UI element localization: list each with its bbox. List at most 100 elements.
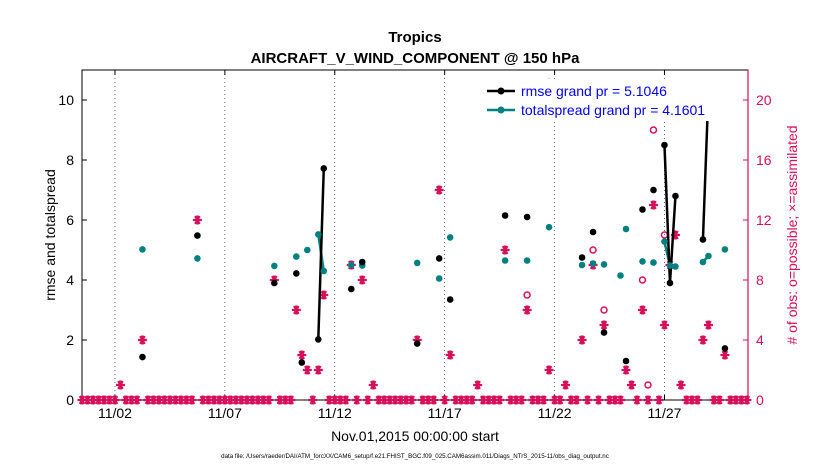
y-left-tick-label: 2 <box>66 332 74 348</box>
x-axis-label: Nov.01,2015 00:00:00 start <box>331 428 499 444</box>
obs-assimilated-marker <box>407 395 417 405</box>
obs-assimilated-marker <box>352 395 362 405</box>
obs-assimilated-marker <box>714 395 724 405</box>
obs-assimilated-marker <box>709 395 719 405</box>
obs-assimilated-marker <box>110 395 120 405</box>
rmse-point <box>358 258 366 266</box>
obs-assimilated-marker <box>720 350 730 360</box>
totalspread-point <box>672 263 679 270</box>
obs-possible-marker <box>644 381 652 389</box>
obs-assimilated-marker <box>627 380 637 390</box>
rmse-point <box>320 165 328 172</box>
obs-assimilated-marker <box>258 395 268 405</box>
rmse-point <box>523 213 531 221</box>
obs-assimilated-marker <box>154 395 164 405</box>
totalspread-point <box>435 275 443 282</box>
obs-assimilated-marker <box>434 185 444 195</box>
obs-assimilated-marker <box>698 335 708 345</box>
obs-assimilated-marker <box>302 365 312 375</box>
rmse-point <box>194 232 201 239</box>
y-right-tick-label: 16 <box>756 152 772 168</box>
obs-possible-marker <box>523 291 531 299</box>
obs-assimilated-marker <box>621 365 631 375</box>
obs-assimilated-marker <box>467 395 477 405</box>
rmse-point <box>435 255 443 262</box>
obs-assimilated-marker <box>330 395 340 405</box>
rmse-line <box>317 168 326 340</box>
obs-assimilated-marker <box>681 395 691 405</box>
obs-assimilated-marker <box>528 395 538 405</box>
obs-assimilated-marker <box>736 395 746 405</box>
y-right-tick-label: 12 <box>756 212 772 228</box>
y-axis-label-right: # of obs: o=possible; ×=assimilated <box>784 125 800 344</box>
obs-assimilated-marker <box>599 320 609 330</box>
totalspread-point <box>413 259 421 267</box>
obs-assimilated-marker <box>192 215 202 225</box>
obs-assimilated-marker <box>308 395 318 405</box>
obs-assimilated-marker <box>566 395 576 405</box>
legend: rmse grand pr = 5.1046 totalspread grand… <box>482 79 740 121</box>
data-marks <box>77 78 752 405</box>
obs-assimilated-marker <box>544 365 554 375</box>
totalspread-point <box>705 252 712 260</box>
obs-assimilated-marker <box>539 395 549 405</box>
totalspread-point <box>523 257 531 264</box>
obs-assimilated-marker <box>115 380 125 390</box>
obs-assimilated-marker <box>445 350 455 360</box>
rmse-point <box>666 279 674 287</box>
obs-assimilated-marker <box>742 395 752 405</box>
obs-assimilated-marker <box>368 380 378 390</box>
legend-marker-totalspread <box>497 106 505 114</box>
obs-assimilated-marker <box>363 395 373 405</box>
rmse-point <box>293 270 300 277</box>
totalspread-point <box>721 246 729 253</box>
y-left-tick-label: 8 <box>66 152 74 168</box>
y-left-tick-label: 4 <box>66 272 74 288</box>
obs-assimilated-marker <box>291 305 301 315</box>
obs-assimilated-marker <box>297 350 307 360</box>
y-right-tick-label: 4 <box>756 332 764 348</box>
y-right-tick-label: 20 <box>756 92 772 108</box>
y-left-tick-label: 10 <box>58 92 74 108</box>
obs-assimilated-marker <box>572 395 582 405</box>
obs-assimilated-marker <box>401 395 411 405</box>
obs-assimilated-marker <box>555 395 565 405</box>
rmse-point <box>661 141 668 149</box>
obs-assimilated-marker <box>203 395 213 405</box>
x-tick-label: 11/22 <box>538 405 572 421</box>
rmse-point <box>501 212 509 219</box>
x-tick-label: 11/17 <box>428 405 462 421</box>
obs-possible-marker <box>589 246 597 254</box>
obs-assimilated-marker <box>703 320 713 330</box>
rmse-point <box>589 228 597 236</box>
rmse-point <box>650 186 657 194</box>
totalspread-point <box>661 238 668 245</box>
legend-label-rmse: rmse grand pr = 5.1046 <box>521 83 667 99</box>
chart-title: Tropics <box>388 29 441 46</box>
obs-assimilated-marker <box>313 365 323 375</box>
totalspread-point <box>303 246 311 254</box>
totalspread-point <box>320 267 328 275</box>
obs-assimilated-marker <box>517 395 527 405</box>
y-right-tick-label: 0 <box>756 392 764 408</box>
x-tick-label: 11/07 <box>208 405 242 421</box>
obs-assimilated-marker <box>137 335 147 345</box>
totalspread-point <box>271 262 278 270</box>
rmse-point <box>699 236 707 243</box>
rmse-point <box>314 336 322 343</box>
totalspread-point <box>501 257 509 264</box>
rmse-point <box>298 359 306 366</box>
obs-assimilated-marker <box>637 305 647 315</box>
rmse-point <box>139 353 146 361</box>
obs-possible-marker <box>638 276 647 284</box>
totalspread-point <box>622 225 630 233</box>
rmse-point <box>446 296 454 303</box>
data-file-footnote: data file: /Users/raeder/DAI/ATM_forcXX/… <box>221 453 609 460</box>
obs-assimilated-marker <box>374 395 384 405</box>
y-left-tick-label: 6 <box>66 212 74 228</box>
obs-assimilated-marker <box>451 395 461 405</box>
obs-assimilated-marker <box>473 380 483 390</box>
obs-assimilated-marker <box>605 395 615 405</box>
